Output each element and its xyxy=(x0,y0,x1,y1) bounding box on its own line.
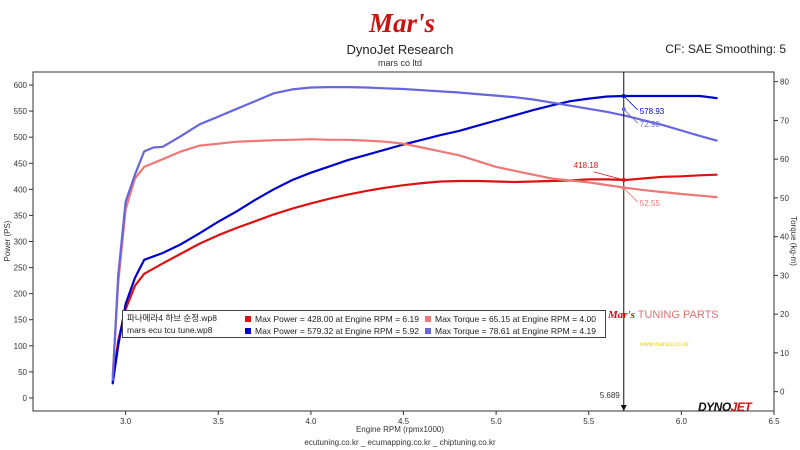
y-left-tick-label: 200 xyxy=(14,290,28,299)
x-tick-label: 5.5 xyxy=(583,417,595,426)
chart-title: DynoJet Research xyxy=(346,42,454,57)
y-left-tick-label: 50 xyxy=(18,368,27,377)
series-lines xyxy=(111,85,718,385)
legend-row: mars ecu tcu tune.wp8 Max Power = 579.32 … xyxy=(127,324,596,336)
y-left-tick-label: 150 xyxy=(14,316,28,325)
annotation-label: 578.93 xyxy=(640,107,665,116)
rpm-cursor: 5.689 xyxy=(600,72,627,411)
footer-text: ecutuning.co.kr _ ecumapping.co.kr _ chi… xyxy=(304,438,496,447)
x-tick-label: 3.0 xyxy=(120,417,132,426)
x-tick-label: 4.5 xyxy=(398,417,410,426)
y-left-tick-label: 550 xyxy=(14,107,28,116)
dynojet-logo: DYNOJET xyxy=(698,400,752,414)
series-line-1 xyxy=(111,94,718,385)
series-line-2 xyxy=(111,138,718,378)
cursor-arrow xyxy=(620,405,627,411)
legend-file-name: 파나메라4 하브 순정.wp8 xyxy=(127,313,217,323)
legend-file-name: mars ecu tcu tune.wp8 xyxy=(127,325,213,335)
x-tick-label: 3.5 xyxy=(213,417,225,426)
y-right-tick-label: 10 xyxy=(780,349,789,358)
y-left-tick-label: 500 xyxy=(14,133,28,142)
y-axis-right-label: Torque (kg-m) xyxy=(789,216,798,266)
x-tick-label: 5.0 xyxy=(491,417,503,426)
mars-logo: Mar's xyxy=(368,8,435,38)
y-left-tick-label: 0 xyxy=(23,394,28,403)
legend-power-text: Max Power = 579.32 at Engine RPM = 5.92 xyxy=(255,325,419,336)
annotation-point xyxy=(621,94,626,99)
annotation-point xyxy=(621,107,626,112)
legend-box: 파나메라4 하브 순정.wp8 Max Power = 428.00 at Eng… xyxy=(122,310,606,338)
legend-row: 파나메라4 하브 순정.wp8 Max Power = 428.00 at Eng… xyxy=(127,312,596,324)
series-line-3 xyxy=(111,85,718,382)
y-left-tick-label: 600 xyxy=(14,81,28,90)
cursor-value-label: 5.689 xyxy=(600,391,621,400)
legend-swatch xyxy=(425,327,431,334)
annotation-leader xyxy=(623,108,639,124)
x-tick-label: 6.5 xyxy=(768,417,780,426)
annotation-label: 418.18 xyxy=(574,161,599,170)
x-tick-label: 6.0 xyxy=(676,417,688,426)
y-right-tick-label: 40 xyxy=(780,233,789,242)
watermark-subtext: www.marsco.co.kr xyxy=(640,342,689,348)
y-right-tick-label: 70 xyxy=(780,116,789,125)
correction-factor-label: CF: SAE Smoothing: 5 xyxy=(665,42,786,56)
annotation-leader xyxy=(623,95,639,111)
annotation-point xyxy=(621,177,626,182)
y-left-tick-label: 100 xyxy=(14,342,28,351)
y-left-tick-label: 350 xyxy=(14,211,28,220)
y-right-tick-label: 50 xyxy=(780,194,789,203)
y-right-tick-label: 80 xyxy=(780,78,789,87)
y-right-tick-label: 20 xyxy=(780,310,789,319)
y-left-tick-label: 250 xyxy=(14,264,28,273)
y-left-tick-label: 300 xyxy=(14,238,28,247)
legend-power-text: Max Power = 428.00 at Engine RPM = 6.19 xyxy=(255,313,419,324)
plot-frame xyxy=(32,71,775,412)
y-right-tick-label: 60 xyxy=(780,155,789,164)
annotation-label: 52.55 xyxy=(640,199,661,208)
x-tick-label: 4.0 xyxy=(305,417,317,426)
annotation-label: 72.90 xyxy=(640,120,661,129)
x-axis-label: Engine RPM (rpmx1000) xyxy=(356,425,444,434)
annotation-point xyxy=(621,186,626,191)
chart-subtitle: mars co ltd xyxy=(377,58,422,68)
legend-torque-text: Max Torque = 78.61 at Engine RPM = 4.19 xyxy=(435,325,596,336)
y-right-tick-label: 0 xyxy=(780,388,785,397)
legend-swatch xyxy=(245,315,251,322)
legend-swatch xyxy=(245,327,251,334)
y-left-tick-label: 450 xyxy=(14,159,28,168)
y-axis-left-label: Power (PS) xyxy=(3,220,12,261)
annotation-leader xyxy=(623,187,639,203)
legend-torque-text: Max Torque = 65.15 at Engine RPM = 4.00 xyxy=(435,313,596,324)
y-right-tick-label: 30 xyxy=(780,271,789,280)
y-left-tick-label: 400 xyxy=(14,185,28,194)
cursor-annotations: 578.93 72.90 418.18 52.55 xyxy=(574,94,665,208)
axis-ticks: 3.0 3.5 4.0 4.5 5.0 5.5 6.0 6.50501001502002503… xyxy=(14,78,790,426)
svg-text:Mar's: Mar's xyxy=(368,8,435,38)
tuning-parts-watermark: Mar's TUNING PARTS xyxy=(608,309,719,321)
series-line-0 xyxy=(111,173,718,384)
annotation-leader xyxy=(593,171,624,181)
legend-swatch xyxy=(425,315,431,322)
